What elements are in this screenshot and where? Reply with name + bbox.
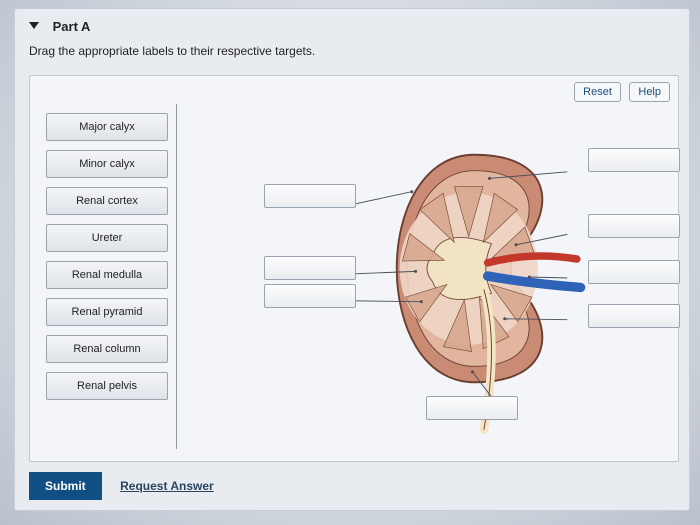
request-answer-link[interactable]: Request Answer xyxy=(120,479,214,493)
page-root: Part A Drag the appropriate labels to th… xyxy=(0,0,700,525)
drop-target[interactable] xyxy=(588,214,680,238)
question-panel: Part A Drag the appropriate labels to th… xyxy=(14,8,690,511)
drop-target[interactable] xyxy=(264,284,356,308)
drop-target[interactable] xyxy=(588,304,680,328)
drop-target[interactable] xyxy=(588,260,680,284)
drag-label[interactable]: Minor calyx xyxy=(46,150,168,178)
instruction-text: Drag the appropriate labels to their res… xyxy=(15,38,689,68)
collapse-caret-icon[interactable] xyxy=(29,22,39,29)
drag-label[interactable]: Renal column xyxy=(46,335,168,363)
drag-label[interactable]: Renal cortex xyxy=(46,187,168,215)
part-header[interactable]: Part A xyxy=(15,9,689,38)
drag-label[interactable]: Renal pyramid xyxy=(46,298,168,326)
drag-label[interactable]: Major calyx xyxy=(46,113,168,141)
drag-label[interactable]: Ureter xyxy=(46,224,168,252)
label-bank: Major calyx Minor calyx Renal cortex Ure… xyxy=(46,104,177,449)
drag-label[interactable]: Renal medulla xyxy=(46,261,168,289)
drop-target[interactable] xyxy=(588,148,680,172)
drop-target[interactable] xyxy=(264,256,356,280)
drag-drop-workarea: Reset Help Major calyx Minor calyx Renal… xyxy=(29,75,679,462)
drop-target[interactable] xyxy=(264,184,356,208)
part-title: Part A xyxy=(53,19,91,34)
drop-target[interactable] xyxy=(426,396,518,420)
drag-label[interactable]: Renal pelvis xyxy=(46,372,168,400)
footer-actions: Submit Request Answer xyxy=(29,472,214,500)
diagram-area xyxy=(190,86,664,451)
submit-button[interactable]: Submit xyxy=(29,472,102,500)
